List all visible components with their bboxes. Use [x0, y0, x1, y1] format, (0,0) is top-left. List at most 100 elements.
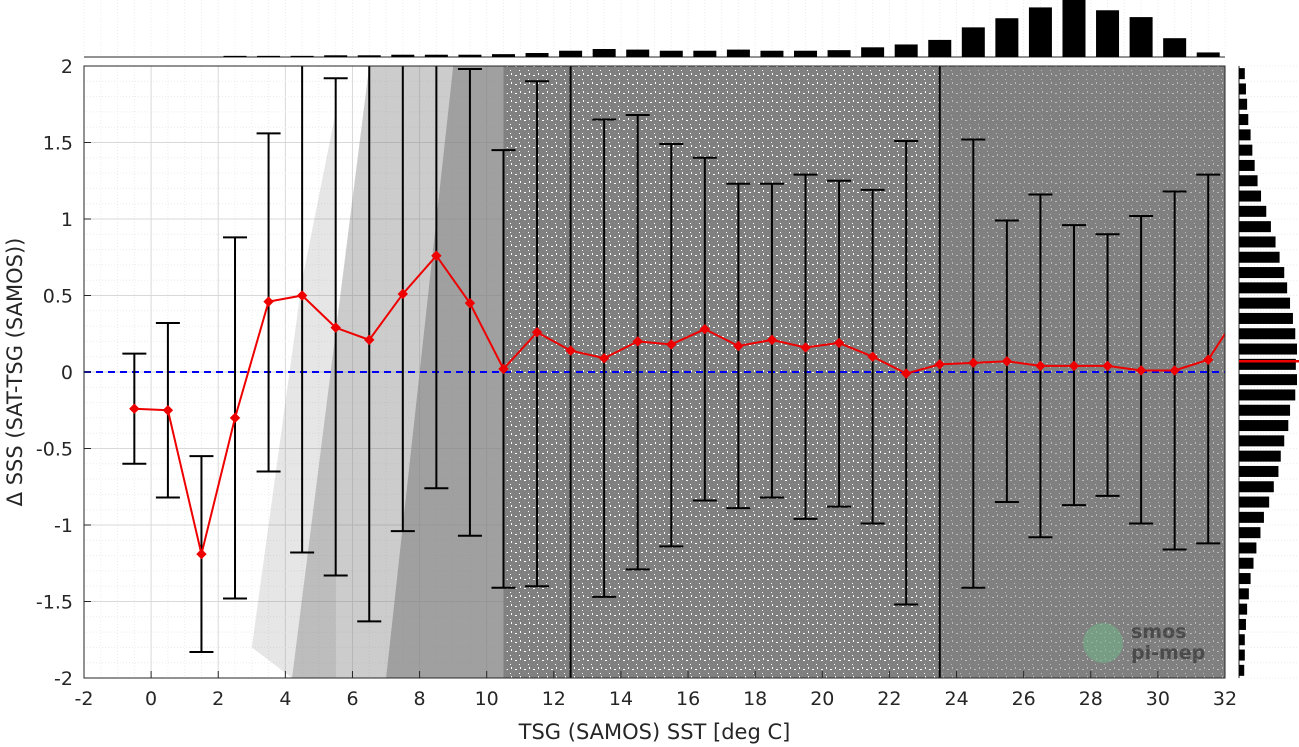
mean-point: [296, 290, 308, 301]
top-histogram-bar: [525, 53, 549, 57]
mean-point: [196, 548, 207, 560]
right-histogram-bar: [1239, 649, 1245, 661]
mean-point: [263, 296, 274, 307]
right-histogram-bar: [1239, 573, 1251, 585]
top-histogram-bar: [861, 47, 885, 57]
x-tick-label: 32: [1213, 688, 1237, 710]
top-histogram-bar: [559, 50, 583, 57]
x-tick-label: 20: [810, 688, 834, 710]
mean-point: [833, 337, 845, 349]
x-tick-label: 26: [1012, 688, 1036, 710]
mean-point: [565, 345, 576, 356]
top-histogram-bar: [1028, 7, 1052, 57]
right-histogram-bar: [1239, 190, 1262, 202]
mean-point: [330, 322, 341, 333]
right-histogram-bar: [1239, 221, 1271, 233]
x-tick-label: 4: [279, 688, 291, 710]
watermark-line1: smos: [1131, 621, 1186, 643]
x-tick-label: 22: [877, 688, 901, 710]
x-axis-label: TSG (SAMOS) SST [deg C]: [518, 720, 791, 744]
y-tick-label: 2: [61, 56, 73, 78]
right-histogram-bar: [1239, 297, 1291, 309]
y-tick-label: 1.5: [43, 133, 73, 155]
x-tick-label: 0: [145, 688, 157, 710]
top-histogram-bar: [961, 27, 985, 57]
right-histogram-bar: [1239, 98, 1248, 110]
y-tick-labels: -2 -1.5 -1 -0.5 0 0.5 1 1.5 2: [36, 56, 73, 690]
x-tick-label: 24: [945, 688, 969, 710]
right-histogram-bar: [1239, 450, 1281, 462]
right-histogram-bar: [1239, 343, 1297, 355]
mean-point: [867, 351, 878, 362]
x-tick-label: 12: [542, 688, 566, 710]
x-tick-label: 18: [743, 688, 767, 710]
right-histogram-bar: [1239, 282, 1288, 294]
mean-point: [699, 323, 711, 335]
watermark-line2: pi-mep: [1131, 642, 1205, 664]
right-histogram-bar: [1239, 542, 1257, 554]
mean-line: [134, 254, 1225, 555]
y-tick-label: -0.5: [36, 439, 73, 461]
top-histogram-bar: [1196, 52, 1220, 57]
right-histogram-bar: [1239, 527, 1261, 539]
right-histogram-bar: [1239, 389, 1296, 401]
x-tick-label: 30: [1146, 688, 1170, 710]
top-histogram-bar: [794, 50, 818, 57]
mean-point: [766, 334, 778, 346]
right-histogram-bar: [1239, 68, 1245, 80]
x-tick-label: 14: [609, 688, 633, 710]
y-tick-label: 0: [61, 362, 73, 384]
right-histogram-bar: [1239, 83, 1246, 95]
right-histogram-bar: [1239, 435, 1285, 447]
mean-point: [1001, 356, 1013, 367]
top-histogram-bar: [1163, 38, 1187, 57]
right-histogram-bar: [1239, 496, 1270, 508]
mean-series: [129, 250, 1225, 560]
x-tick-label: 28: [1079, 688, 1103, 710]
right-histogram-bar: [1239, 251, 1280, 263]
y-tick-label: -1: [54, 515, 73, 537]
mean-point: [162, 405, 174, 416]
x-tick-label: -2: [75, 688, 94, 710]
mean-point: [397, 288, 409, 300]
top-histogram-bar: [693, 50, 717, 57]
y-axis-label: Δ SSS (SAT-TSG (SAMOS)): [3, 238, 27, 507]
x-tick-label: 6: [346, 688, 358, 710]
mean-point: [498, 363, 509, 375]
top-histogram-bar: [357, 55, 381, 57]
top-histogram-bar: [626, 49, 650, 57]
mean-point: [1203, 354, 1214, 365]
right-histogram-bar: [1239, 358, 1296, 370]
mean-point: [464, 297, 476, 309]
right-histogram-bar: [1239, 588, 1249, 600]
y-tick-label: 0.5: [43, 286, 73, 308]
right-histogram-bar: [1239, 159, 1255, 171]
right-histogram-bar: [1239, 267, 1285, 279]
top-histogram-bar: [659, 50, 683, 57]
mean-point: [733, 340, 744, 352]
x-tick-label: 16: [676, 688, 700, 710]
right-histogram-bar: [1239, 404, 1291, 416]
mean-point: [632, 336, 643, 347]
x-tick-label: 8: [414, 688, 426, 710]
right-histogram-bar: [1239, 603, 1248, 615]
right-histogram-bar: [1239, 481, 1274, 493]
right-histogram-bar: [1239, 420, 1289, 432]
mean-point: [900, 368, 912, 379]
mean-point: [229, 412, 241, 424]
right-histogram-bar: [1239, 205, 1267, 217]
right-histogram-bar: [1239, 664, 1245, 676]
mean-point: [968, 357, 979, 369]
top-histogram-bar: [1062, 0, 1086, 57]
mean-point: [934, 359, 945, 370]
top-histogram-bar: [928, 39, 952, 57]
right-histogram-bar: [1239, 175, 1258, 187]
mean-point: [129, 403, 140, 414]
top-histogram-bar: [257, 55, 281, 57]
top-histogram-bar: [592, 49, 616, 57]
top-histogram-bar: [995, 18, 1019, 58]
mean-point: [666, 339, 677, 350]
right-histogram-bar: [1239, 557, 1254, 569]
top-histogram-bar: [324, 55, 348, 57]
right-histogram-bar: [1239, 129, 1251, 141]
